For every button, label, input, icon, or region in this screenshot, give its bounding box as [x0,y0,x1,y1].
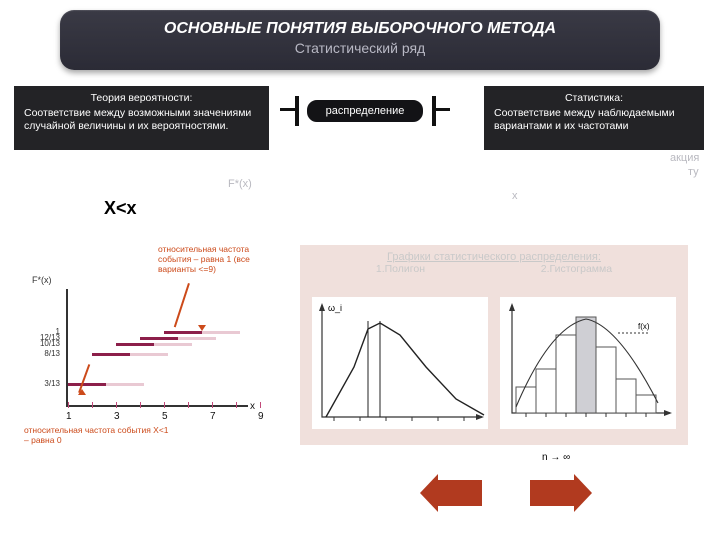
svg-text:f(x): f(x) [638,322,650,331]
x-axis [66,405,248,407]
header-title: ОСНОВНЫЕ ПОНЯТИЯ ВЫБОРОЧНОГО МЕТОДА [60,20,660,38]
faint-fx: F*(x) [228,178,252,190]
xticklabel-0: 1 [66,411,72,422]
arrow-top-head [198,325,206,331]
polygon-plot: ω_i [312,297,488,429]
xtick-8 [260,402,261,408]
xtick-3 [140,402,141,408]
step-a-4 [164,331,202,334]
faint-r2: ту [688,166,699,178]
y-tick-0: 3/13 [32,379,60,388]
svg-text:ω_i: ω_i [328,303,342,313]
sub-polygon: 1.Полигон [376,263,425,275]
step-b-3 [178,337,216,340]
sub-histogram: 2.Гистограмма [541,263,612,275]
xticklabel-1: 3 [114,411,120,422]
stat-box: Статистика: Соответствие между наблюдаем… [484,86,704,150]
big-x-label: X<x [104,198,137,219]
arrow-top-line [174,283,190,327]
pill-post-right [432,96,436,126]
prev-arrow[interactable] [438,480,482,506]
xtick-2 [116,402,117,408]
step-a-1 [92,353,130,356]
faint-r1: акция [670,152,699,164]
theory-box: Теория вероятности: Соответствие между в… [14,86,269,150]
x-axis-label: x [250,401,255,412]
xticklabel-2: 5 [162,411,168,422]
distribution-pill: распределение [305,98,425,124]
histogram-plot: f(x) [500,297,676,429]
limit-text: n → ∞ [542,452,570,463]
xtick-5 [188,402,189,408]
faint-x: x [512,190,518,202]
header-subtitle: Статистический ряд [60,40,660,56]
xtick-4 [164,402,165,408]
step-b-0 [106,383,144,386]
step-a-2 [116,343,154,346]
y-tick-4: 1 [32,327,60,336]
graphs-title: Графики статистического распределения: [300,251,688,263]
xtick-0 [68,402,69,408]
xticklabel-3: 7 [210,411,216,422]
note-bottom: относительная частота события X<1 – равн… [24,426,174,446]
xticklabel-4: 9 [258,411,264,422]
next-arrow[interactable] [530,480,574,506]
pill-post-left [295,96,299,126]
arrow-bottom-head [78,389,86,395]
y-axis-label: F*(x) [32,275,52,285]
step-b-2 [154,343,192,346]
y-tick-1: 8/13 [32,349,60,358]
xtick-6 [212,402,213,408]
step-b-1 [130,353,168,356]
stat-heading: Статистика: [494,92,694,105]
xtick-1 [92,402,93,408]
cdf-step-chart: F*(x) x 3/13 8/13 10/13 12/13 1 13579 от… [28,245,278,425]
step-b-4 [202,331,240,334]
theory-heading: Теория вероятности: [24,92,259,105]
note-top: относительная частота события – равна 1 … [158,245,268,274]
graphs-panel: Графики статистического распределения: 1… [300,245,688,445]
theory-body: Соответствие между возможными значениями… [24,107,251,132]
xtick-7 [236,402,237,408]
step-a-0 [68,383,106,386]
y-axis [66,289,68,407]
stat-body: Соответствие между наблюдаемыми варианта… [494,107,675,132]
slide-header: ОСНОВНЫЕ ПОНЯТИЯ ВЫБОРОЧНОГО МЕТОДА Стат… [60,10,660,70]
step-a-3 [140,337,178,340]
